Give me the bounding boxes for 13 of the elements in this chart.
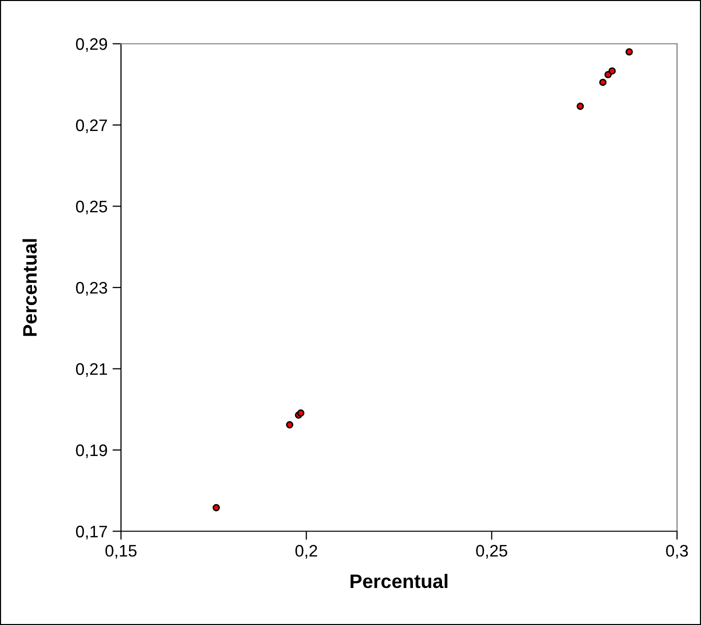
y-tick-label: 0,27: [76, 119, 107, 134]
y-tick-label: 0,17: [76, 526, 107, 540]
x-tick-label: 0,15: [105, 544, 137, 559]
y-tick-label: 0,19: [76, 444, 108, 458]
x-axis-title: Percentual: [350, 574, 448, 588]
y-axis-title: Percentual: [22, 239, 37, 336]
x-tick-label: 0,25: [476, 544, 508, 559]
y-tick-label: 0,21: [76, 363, 107, 377]
x-tick-label: 0,3: [666, 544, 688, 559]
x-tick-label: 0,2: [295, 544, 318, 559]
y-tick-label: 0,29: [76, 38, 108, 52]
y-tick-label: 0,23: [76, 282, 108, 296]
y-tick-label: 0,25: [76, 200, 108, 214]
